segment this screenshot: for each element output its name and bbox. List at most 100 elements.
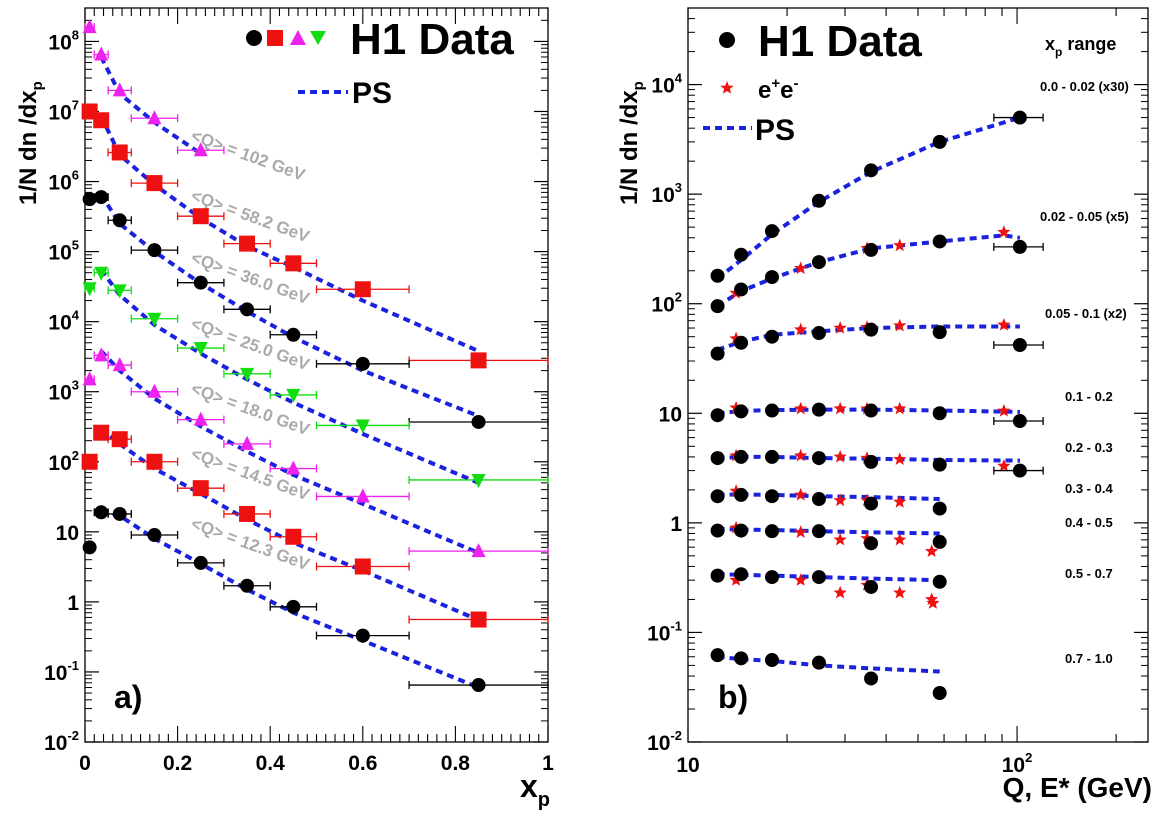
h1-point (734, 523, 749, 538)
data-point (94, 46, 109, 61)
y-tick-label: 10-2 (647, 728, 682, 755)
y-tick-label: 103 (48, 378, 79, 405)
ee-point (925, 544, 939, 557)
x-tick-label: 10 (676, 754, 699, 777)
h1-point (864, 579, 879, 594)
data-point (240, 578, 255, 593)
ee-point (997, 225, 1011, 238)
h1-point (764, 224, 779, 239)
data-point (192, 480, 209, 497)
legend-ps-label: PS (755, 114, 795, 147)
series-6 (81, 424, 549, 628)
x-tick-label: 1 (542, 752, 554, 775)
data-point (471, 473, 486, 488)
range-series-1: 0.0 - 0.02 (x30) (710, 79, 1129, 283)
h1-point (764, 449, 779, 464)
range-series-2: 0.02 - 0.05 (x5) (710, 209, 1129, 314)
h1-point (764, 329, 779, 344)
data-point (93, 424, 110, 441)
data-point (111, 144, 128, 161)
ps-line (99, 193, 480, 418)
h1-point (811, 492, 826, 507)
data-point (286, 460, 301, 475)
legend-triangle-up-marker (290, 30, 306, 45)
range-label: 0.05 - 0.1 (x2) (1045, 306, 1127, 321)
h1-point (764, 489, 779, 504)
data-point (471, 414, 486, 429)
data-point (147, 528, 162, 543)
data-point (470, 611, 487, 628)
data-point (240, 302, 255, 317)
h1-point (1012, 414, 1027, 429)
h1-point (811, 326, 826, 341)
data-point (147, 312, 162, 327)
y-tick-label: 105 (48, 238, 79, 265)
data-point (355, 488, 370, 503)
data-point (193, 142, 208, 157)
series-2 (81, 103, 549, 369)
data-point (240, 435, 255, 450)
data-point (147, 243, 162, 258)
h1-point (811, 402, 826, 417)
h1-point (811, 193, 826, 208)
ee-point (794, 401, 808, 415)
series-7 (82, 505, 549, 693)
x-tick-label: 0 (79, 752, 91, 775)
data-point (193, 411, 208, 426)
legend-b: H1 Data e+e- PS (703, 17, 922, 147)
range-series-6: 0.3 - 0.4 (710, 481, 1113, 516)
range-series-7: 0.4 - 0.5 (710, 515, 1113, 557)
legend-square-marker (267, 30, 283, 46)
y-tick-label: 1 (67, 592, 79, 615)
ee-point (997, 318, 1011, 331)
x-tick-label: 0.8 (441, 752, 471, 775)
h1-point (811, 451, 826, 466)
ps-line (717, 492, 940, 501)
h1-point (811, 655, 826, 670)
x-tick-label: 0.2 (163, 752, 192, 775)
ee-point (893, 452, 907, 465)
x-tick-label: 102 (1002, 750, 1033, 777)
h1-point (1012, 239, 1027, 254)
ee-point (893, 318, 907, 332)
ee-point (833, 532, 847, 546)
h1-point (932, 686, 947, 701)
y-tick-label: 103 (651, 180, 682, 207)
y-axis-title: 1/N dn /dxp (15, 81, 46, 205)
data-point (240, 367, 255, 382)
legend-triangle-down-marker (310, 31, 326, 45)
data-point (193, 275, 208, 290)
data-point (94, 266, 109, 281)
h1-point (864, 403, 879, 418)
ee-point (893, 495, 907, 508)
data-point (147, 110, 162, 125)
h1-point (764, 403, 779, 418)
ee-point (729, 573, 743, 586)
h1-point (932, 134, 947, 149)
legend-ps-label: PS (352, 77, 392, 110)
ee-point (833, 401, 847, 415)
range-series-9: 0.7 - 1.0 (710, 648, 1113, 701)
x-tick-label: 0.6 (348, 752, 377, 775)
ee-point (794, 573, 808, 586)
y-tick-label: 107 (48, 97, 79, 124)
h1-point (734, 404, 749, 419)
ee-point (893, 532, 907, 546)
data-point (82, 19, 97, 34)
h1-point (811, 570, 826, 585)
y-tick-label: 104 (48, 308, 79, 335)
y-tick-label: 10-2 (44, 728, 79, 755)
h1-point (764, 570, 779, 585)
data-point (285, 528, 302, 545)
ps-line (99, 268, 480, 485)
legend-ee-label: e+e- (758, 75, 798, 104)
h1-point (932, 534, 947, 549)
h1-point (932, 457, 947, 472)
data-point (471, 543, 486, 558)
series-5 (82, 347, 549, 558)
range-label: 0.02 - 0.05 (x5) (1040, 209, 1129, 224)
range-series-3: 0.05 - 0.1 (x2) (710, 306, 1127, 361)
h1-point (1012, 110, 1027, 125)
data-point (94, 505, 109, 520)
